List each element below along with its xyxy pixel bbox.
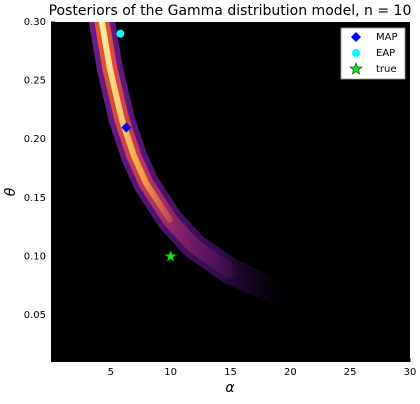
legend-label: EAP — [376, 48, 395, 59]
data-point — [163, 249, 178, 263]
x-tick-label: 15 — [224, 367, 237, 378]
y-tick-label: 0.10 — [24, 251, 46, 262]
data-point — [116, 29, 125, 38]
legend-label: true — [376, 64, 397, 75]
y-tick-label: 0.25 — [24, 76, 46, 87]
y-tick-label: 0.30 — [24, 17, 46, 28]
legend-marker — [349, 61, 363, 75]
y-tick-label: 0.15 — [24, 193, 46, 204]
legend-marker — [352, 49, 360, 57]
x-tick-label: 5 — [108, 367, 114, 378]
y-axis-label: θ — [3, 187, 19, 196]
x-tick-label: 25 — [344, 367, 357, 378]
y-tick-label: 0.20 — [24, 134, 46, 145]
chart-title: Posteriors of the Gamma distribution mod… — [49, 3, 412, 19]
x-axis-label: α — [225, 380, 235, 396]
y-tick-label: 0.05 — [24, 310, 46, 321]
posterior-heatmap — [88, 22, 313, 313]
x-tick-label: 10 — [164, 367, 177, 378]
x-tick-label: 20 — [284, 367, 297, 378]
legend-marker — [351, 32, 361, 42]
legend-label: MAP — [376, 32, 398, 43]
data-point — [121, 122, 132, 133]
x-tick-label: 30 — [404, 367, 417, 378]
